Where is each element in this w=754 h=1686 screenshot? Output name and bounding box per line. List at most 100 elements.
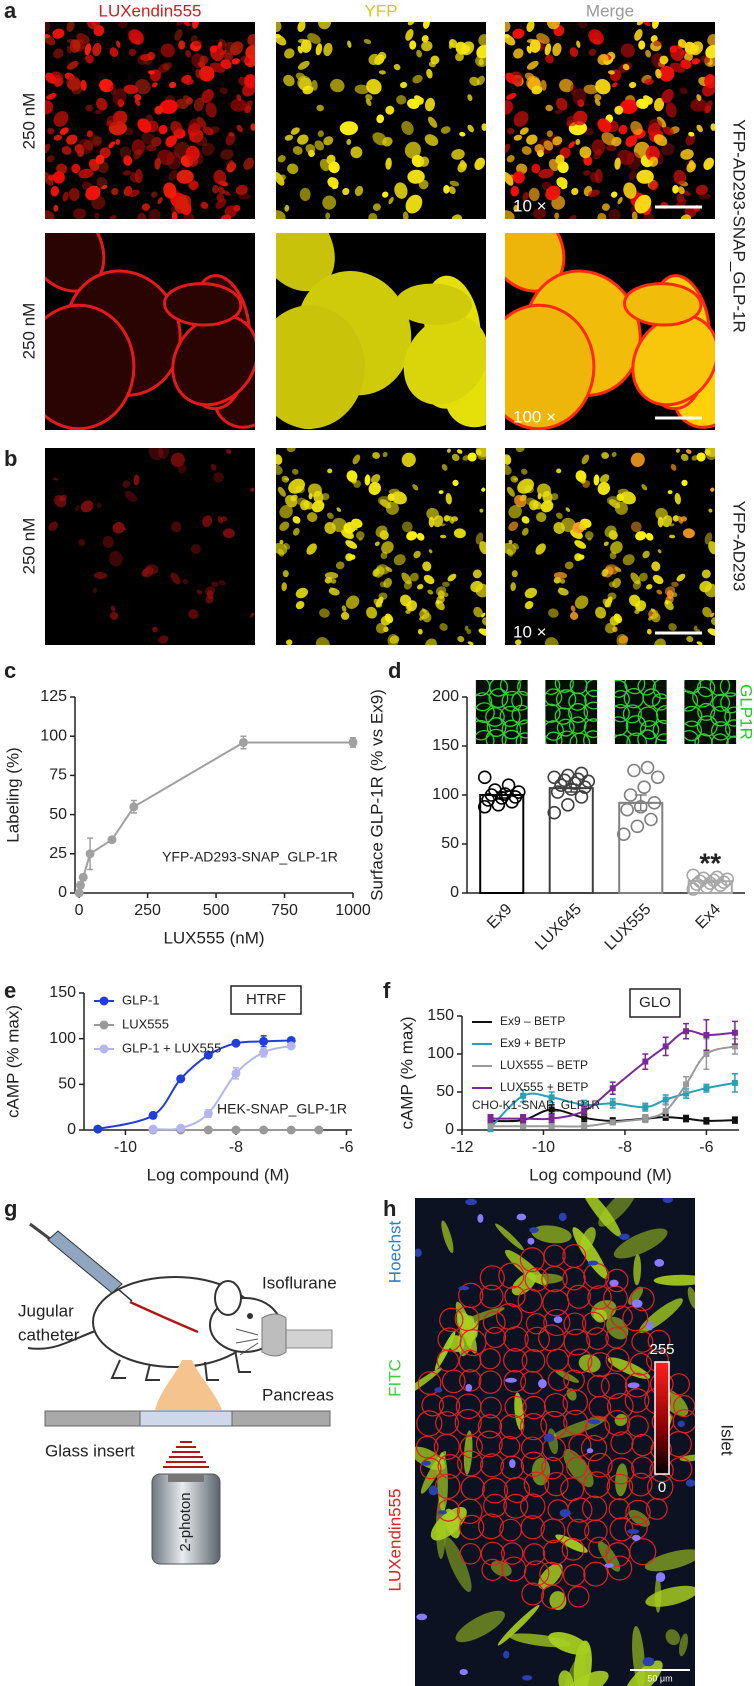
cell xyxy=(607,70,615,75)
cell xyxy=(597,482,611,495)
cell xyxy=(108,550,123,567)
cell-outline xyxy=(647,1329,671,1353)
side-label: YFP-AD293-SNAP_GLP-1R xyxy=(730,119,749,333)
cell xyxy=(512,171,525,184)
cell xyxy=(628,169,637,181)
cell xyxy=(151,82,158,88)
cell xyxy=(184,78,194,85)
cell xyxy=(174,194,192,214)
vessel xyxy=(505,1249,547,1286)
cell xyxy=(630,121,643,135)
cell xyxy=(440,534,447,539)
cell xyxy=(419,156,430,167)
cell xyxy=(94,109,103,115)
cell-outline xyxy=(610,1305,633,1328)
cell xyxy=(648,616,653,621)
data-point xyxy=(488,783,502,797)
cell xyxy=(220,59,232,69)
micrograph xyxy=(614,680,667,744)
point xyxy=(703,1032,710,1038)
cell xyxy=(182,578,189,585)
cell xyxy=(699,193,711,200)
point xyxy=(107,835,117,845)
cell-outline xyxy=(684,729,700,744)
cell xyxy=(625,135,638,147)
cell xyxy=(236,94,242,101)
cell xyxy=(53,111,69,127)
vessel xyxy=(444,1537,472,1593)
cell-outline xyxy=(489,680,509,697)
cell xyxy=(159,99,178,114)
cell xyxy=(101,185,108,190)
cell xyxy=(106,115,118,127)
cell-outline xyxy=(624,1372,650,1398)
cell xyxy=(583,170,591,176)
cell xyxy=(517,478,534,494)
point xyxy=(683,1115,690,1122)
micrograph-background xyxy=(505,448,715,645)
nucleus xyxy=(586,1448,594,1454)
cell-outline xyxy=(523,1471,550,1498)
micrograph xyxy=(276,22,486,219)
cell xyxy=(643,22,651,27)
x-tick-label: 1000 xyxy=(335,902,371,919)
cell-outline xyxy=(568,1433,592,1457)
cell xyxy=(358,537,363,541)
cell xyxy=(443,185,450,194)
cell-outline xyxy=(624,1388,650,1413)
cell-outline xyxy=(624,680,646,695)
cell xyxy=(341,605,347,612)
cell xyxy=(66,22,75,32)
cell xyxy=(128,29,144,45)
cell xyxy=(171,211,178,219)
cell xyxy=(45,143,51,155)
cell-outline xyxy=(588,1395,612,1419)
cell-outline xyxy=(562,1266,586,1291)
cell xyxy=(68,187,80,202)
cell xyxy=(710,123,715,131)
cell-outline xyxy=(419,1457,442,1480)
cell xyxy=(656,589,663,595)
vessel xyxy=(463,1430,473,1475)
annotation: YFP-AD293-SNAP_GLP-1R xyxy=(162,849,338,865)
cell xyxy=(680,214,692,219)
cell xyxy=(97,161,109,174)
cell-outline xyxy=(457,1450,484,1477)
cell xyxy=(559,78,574,93)
cell-outline xyxy=(631,1456,654,1479)
cell xyxy=(559,578,566,584)
point xyxy=(314,1125,324,1135)
cell-outline xyxy=(480,1396,502,1419)
cell xyxy=(620,43,635,58)
cell xyxy=(157,196,163,205)
cell xyxy=(157,149,175,166)
cell xyxy=(589,172,599,183)
cell xyxy=(112,522,125,534)
cell xyxy=(340,611,350,620)
vessel xyxy=(555,1534,588,1553)
cell xyxy=(702,606,712,618)
cell xyxy=(297,22,306,32)
cell-outline xyxy=(433,1433,460,1460)
vessel xyxy=(562,1654,586,1686)
point xyxy=(703,1085,710,1092)
point xyxy=(487,1115,494,1122)
cell xyxy=(327,468,333,474)
cell-outline xyxy=(607,1392,634,1420)
cell xyxy=(438,490,444,495)
cell xyxy=(213,472,224,483)
cell-outline xyxy=(501,729,522,744)
cell xyxy=(705,44,715,59)
cell xyxy=(670,464,677,471)
cell xyxy=(594,98,601,107)
cell xyxy=(364,474,371,486)
cell-outline xyxy=(541,1265,568,1293)
cell-outline xyxy=(511,704,528,725)
cell-outline xyxy=(656,705,667,724)
cell xyxy=(665,102,677,118)
channel-label: LUXendin555 xyxy=(385,1488,404,1591)
y-tick-label: 75 xyxy=(49,767,67,784)
point xyxy=(148,1124,158,1134)
cell xyxy=(373,598,383,608)
cell xyxy=(696,124,703,133)
